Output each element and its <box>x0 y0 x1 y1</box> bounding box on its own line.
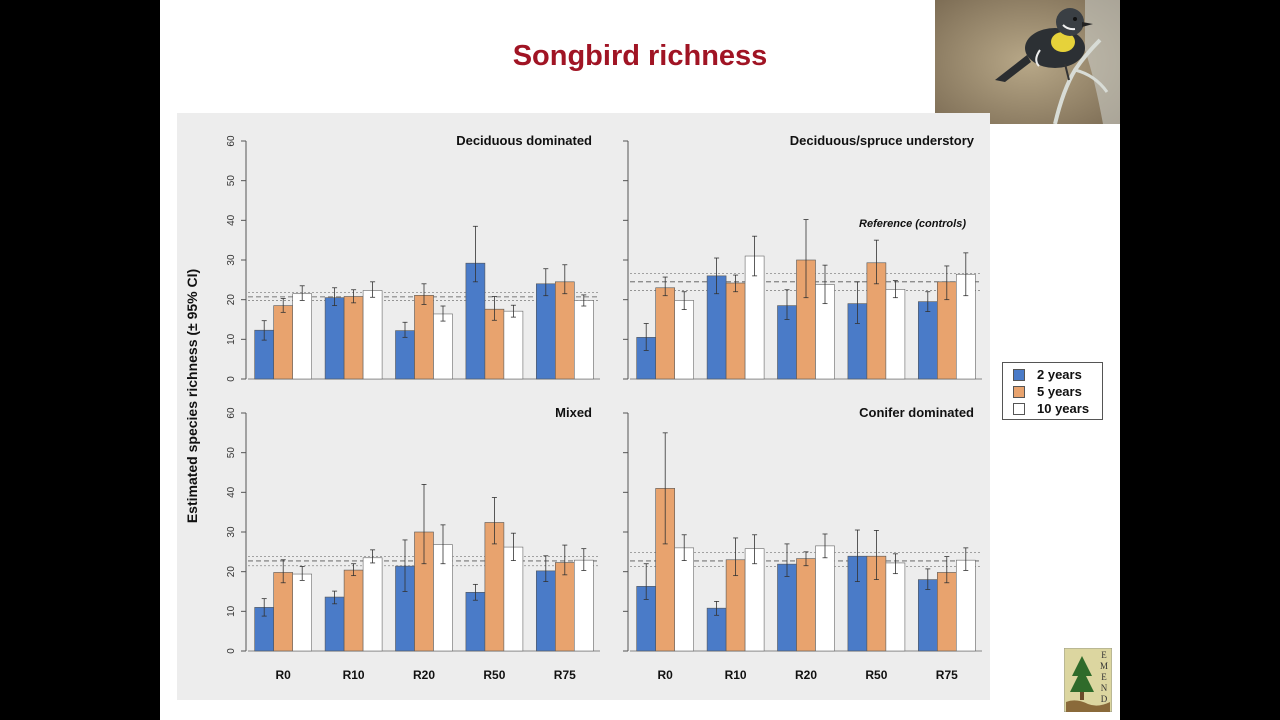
bar <box>465 591 486 652</box>
logo-letter: M <box>1100 661 1108 671</box>
bar <box>725 282 746 380</box>
legend-label: 5 years <box>1037 384 1082 399</box>
bar <box>917 579 938 652</box>
y-tick-label: 40 <box>226 214 237 226</box>
y-tick-label: 30 <box>226 254 237 266</box>
bar <box>414 295 434 380</box>
y-tick-label: 50 <box>226 447 237 459</box>
x-tick-label: R20 <box>795 668 817 682</box>
bird-photo <box>935 0 1120 124</box>
bar <box>292 573 312 652</box>
chart-legend: 2 years 5 years 10 years <box>1002 362 1103 420</box>
y-axis-label: Estimated species richness (± 95% CI) <box>184 269 200 523</box>
panel-title: Conifer dominated <box>859 405 974 420</box>
slide-title: Songbird richness <box>512 40 768 72</box>
bar <box>535 570 556 652</box>
y-tick-label: 50 <box>226 175 237 187</box>
bar <box>362 557 383 652</box>
y-tick-label: 30 <box>226 526 237 538</box>
bar <box>273 305 293 380</box>
bar <box>674 300 695 380</box>
legend-swatch-2-years <box>1013 369 1025 381</box>
panel-title: Deciduous/spruce understory <box>790 133 975 148</box>
slide: Songbird richness 0 10 20 30 40 50 60 Deciduous… <box>160 0 1120 720</box>
x-tick-label: R0 <box>276 668 292 682</box>
bar <box>343 296 364 380</box>
emend-logo: E M E N D <box>1064 648 1112 712</box>
bar <box>674 547 695 652</box>
x-tick-label: R75 <box>554 668 576 682</box>
logo-letter: E <box>1101 650 1107 660</box>
x-tick-label: R50 <box>483 668 505 682</box>
bar <box>573 559 594 652</box>
bar <box>885 289 906 380</box>
legend-swatch-5-years <box>1013 386 1025 398</box>
bar <box>503 546 524 652</box>
bar <box>796 558 816 652</box>
logo-letter: D <box>1101 694 1108 704</box>
bar <box>936 572 957 652</box>
x-tick-label: R50 <box>865 668 887 682</box>
bar <box>292 293 312 380</box>
x-tick-label: R0 <box>658 668 674 682</box>
bar <box>554 562 575 652</box>
logo-letter: E <box>1101 672 1107 682</box>
bar <box>885 562 906 652</box>
bar <box>395 330 415 380</box>
y-tick-label: 60 <box>226 135 237 147</box>
bar <box>433 313 453 380</box>
legend-label: 2 years <box>1037 367 1082 382</box>
bar <box>362 290 383 380</box>
y-tick-label: 40 <box>226 486 237 498</box>
legend-label: 10 years <box>1037 401 1090 416</box>
x-tick-label: R20 <box>413 668 435 682</box>
x-tick-label: R10 <box>343 668 365 682</box>
y-tick-label: 0 <box>226 648 237 654</box>
bar <box>554 281 575 380</box>
y-tick-label: 10 <box>226 605 237 617</box>
bar <box>324 297 345 380</box>
panel-title: Deciduous dominated <box>456 133 592 148</box>
y-tick-label: 20 <box>226 294 237 306</box>
x-tick-label: R75 <box>936 668 958 682</box>
x-tick-label: R10 <box>725 668 747 682</box>
y-tick-label: 20 <box>226 566 237 578</box>
bar <box>573 300 594 380</box>
legend-swatch-10-years <box>1013 403 1025 415</box>
y-tick-label: 60 <box>226 407 237 419</box>
bar <box>917 301 938 380</box>
chart: 0 10 20 30 40 50 60 Deciduous dominated Deciduou… <box>177 113 990 700</box>
bar <box>655 287 676 380</box>
bar <box>535 283 556 380</box>
bar <box>815 545 835 652</box>
reference-annotation: Reference (controls) <box>859 218 966 230</box>
y-tick-label: 0 <box>226 376 237 382</box>
panel-title: Mixed <box>555 405 592 420</box>
bar <box>955 559 976 652</box>
bar <box>324 596 345 652</box>
logo-letter: N <box>1101 683 1108 693</box>
bar <box>503 310 524 380</box>
y-tick-label: 10 <box>226 333 237 345</box>
bar <box>777 563 797 652</box>
bar <box>273 572 293 652</box>
bar <box>343 569 364 652</box>
